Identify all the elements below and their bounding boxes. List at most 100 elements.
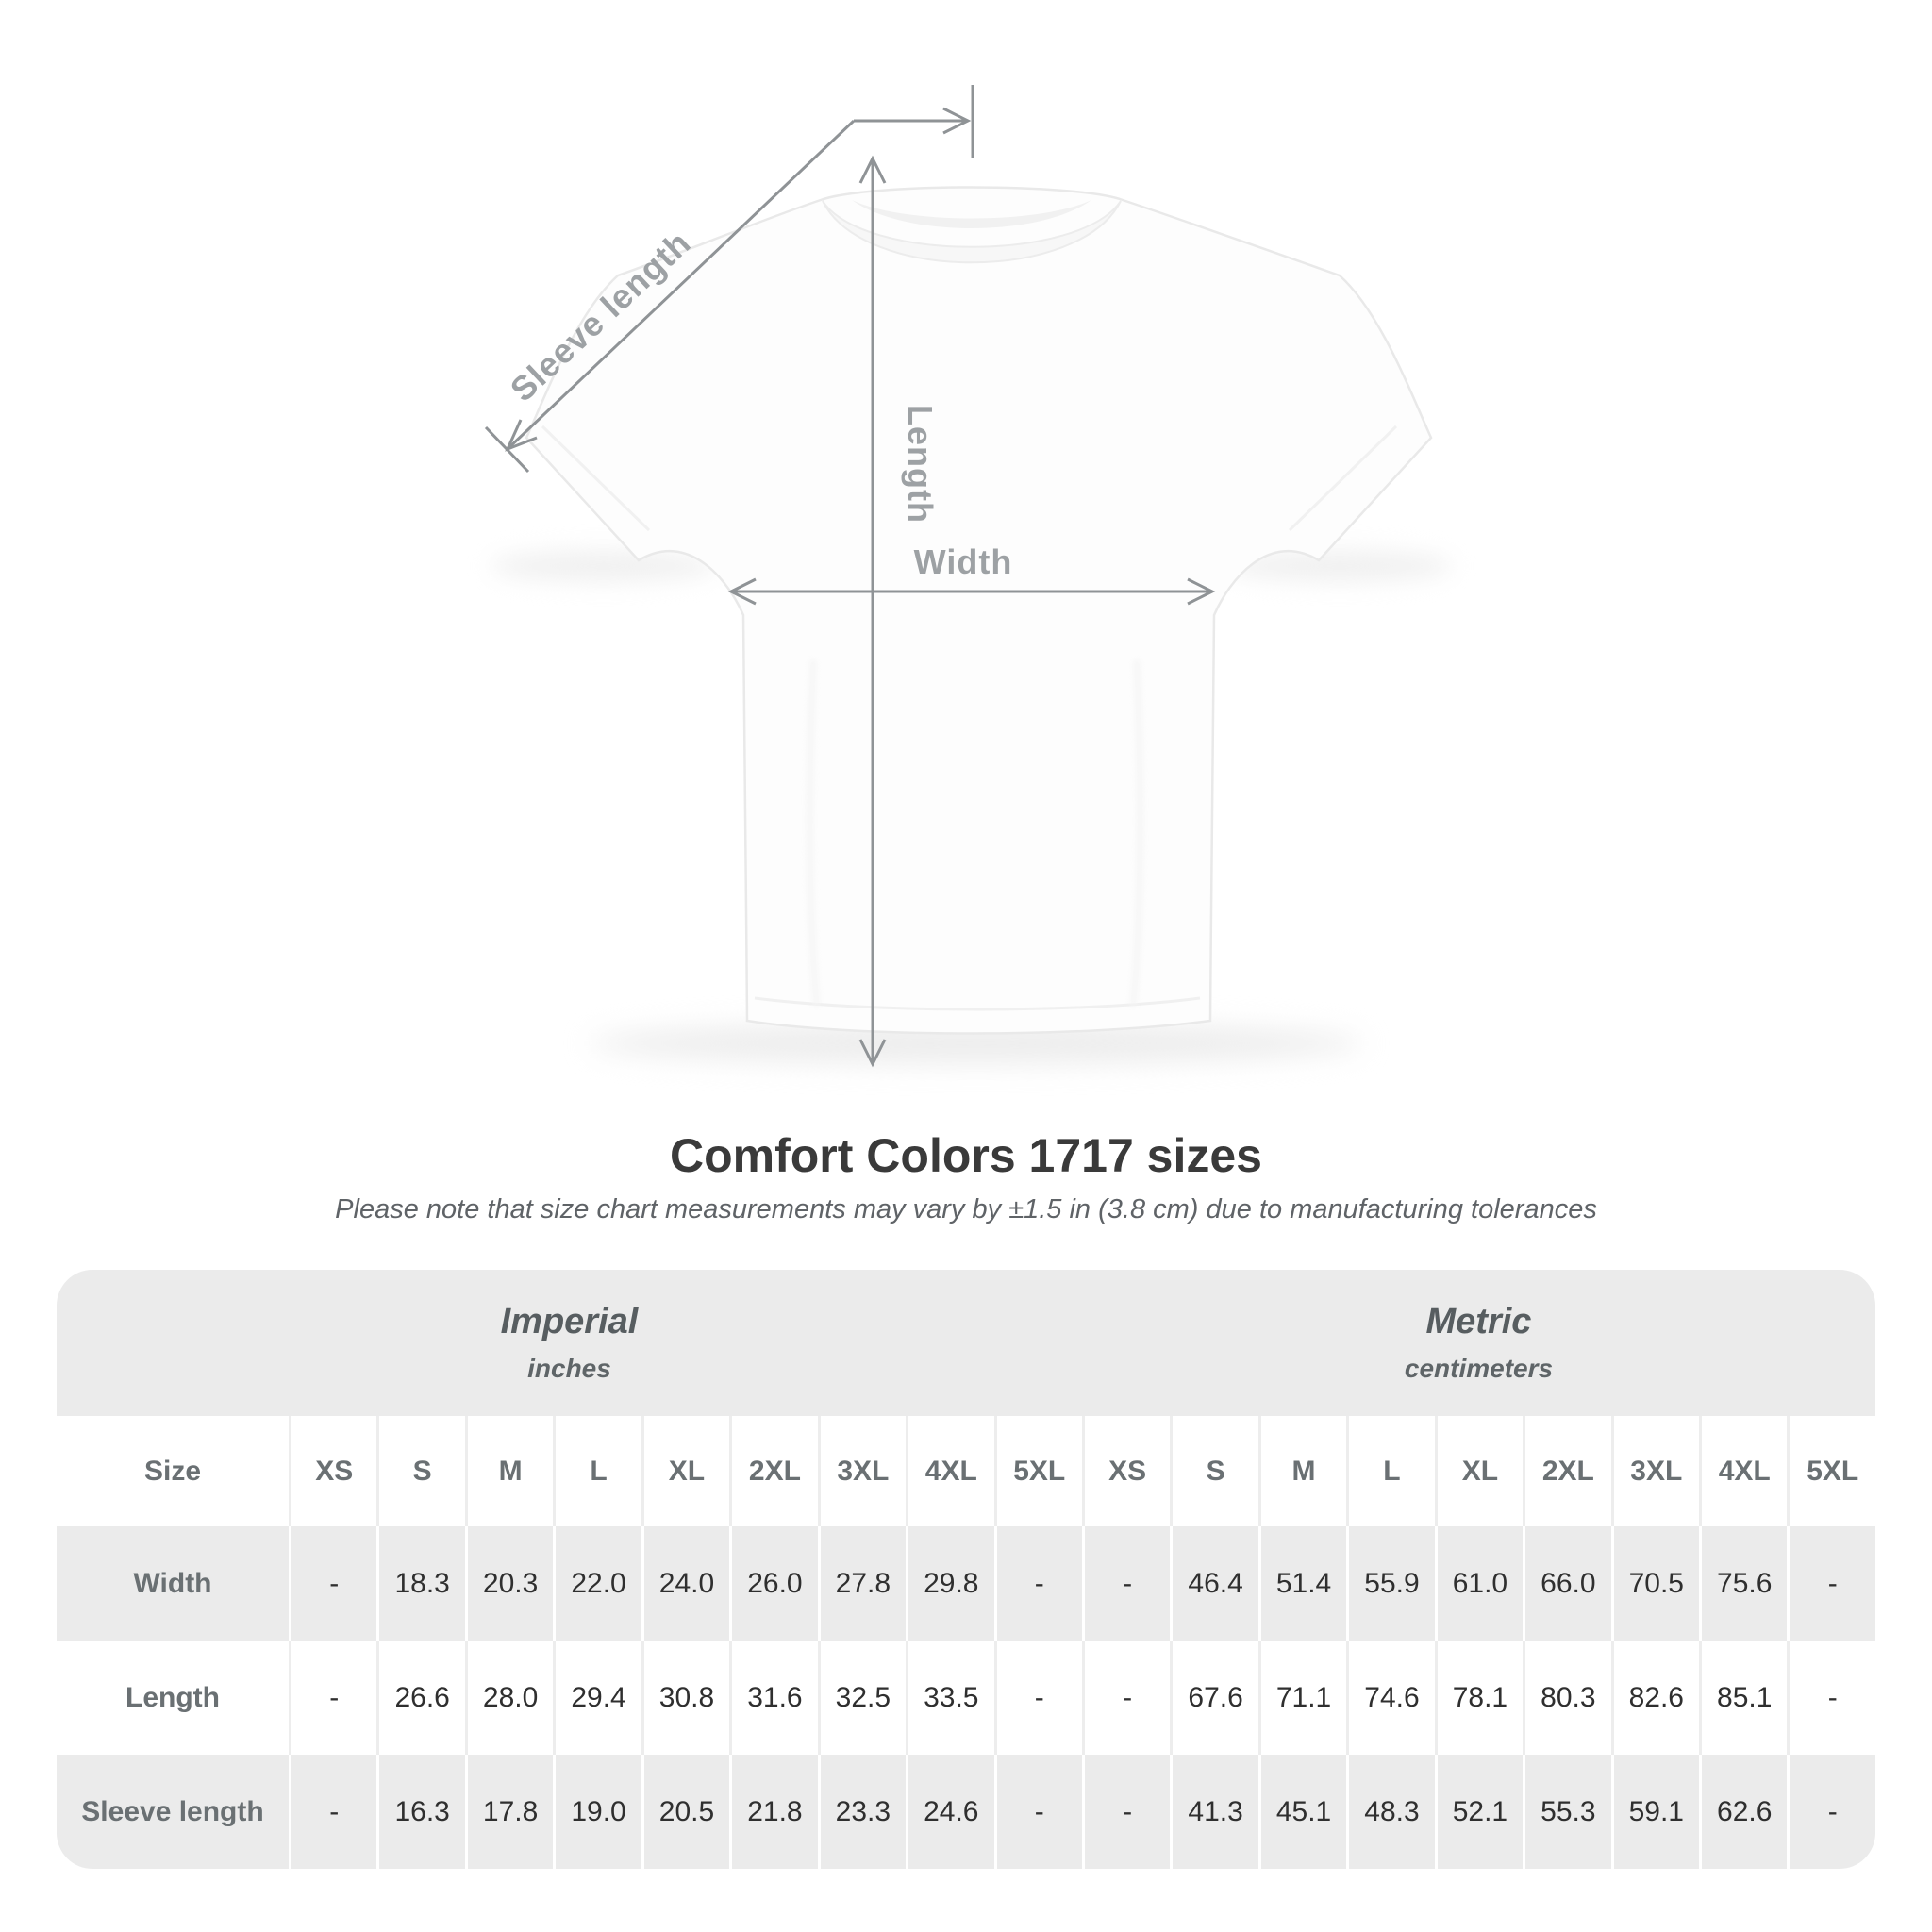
- value-cell: -: [1081, 1755, 1171, 1869]
- table-row: Sleeve length -16.3 17.8 19.0 20.5 21.8 23.3 24…: [57, 1755, 1875, 1869]
- value-cell: 78.1: [1434, 1641, 1524, 1755]
- size-header-cell: XL: [1434, 1416, 1524, 1526]
- value-cell: -: [993, 1526, 1082, 1641]
- value-cell: 45.1: [1257, 1755, 1347, 1869]
- table-row: Length -26.6 28.0 29.4 30.8 31.6 32.5 33.5- -67.…: [57, 1641, 1875, 1755]
- value-cell: 62.6: [1699, 1755, 1788, 1869]
- value-cell: 33.5: [906, 1641, 994, 1755]
- shirt-shadow: [590, 1023, 1363, 1064]
- size-header-cell: S: [1170, 1416, 1258, 1526]
- size-header-cell: S: [376, 1416, 465, 1526]
- unit-group-sublabel: inches: [527, 1354, 611, 1383]
- value-cell: 19.0: [553, 1755, 641, 1869]
- size-column-header: Size: [57, 1416, 289, 1526]
- unit-group-sublabel: centimeters: [1404, 1354, 1554, 1383]
- value-cell: -: [1787, 1755, 1875, 1869]
- value-cell: 21.8: [729, 1755, 818, 1869]
- size-header-cell: XS: [1081, 1416, 1171, 1526]
- value-cell: 67.6: [1170, 1641, 1258, 1755]
- value-cell: 24.0: [641, 1526, 730, 1641]
- width-label: Width: [914, 542, 1013, 581]
- value-cell: 20.3: [464, 1526, 554, 1641]
- value-cell: 61.0: [1434, 1526, 1524, 1641]
- tshirt-measurement-diagram: Sleeve length Length Width: [484, 85, 1453, 1068]
- value-cell: 66.0: [1523, 1526, 1611, 1641]
- size-table-container: Imperial inches Metric centimeters Size XS S M L…: [57, 1270, 1875, 1869]
- size-header-cell: L: [553, 1416, 641, 1526]
- value-cell: 26.6: [376, 1641, 465, 1755]
- value-cell: -: [289, 1641, 377, 1755]
- value-cell: 29.4: [553, 1641, 641, 1755]
- page-title: Comfort Colors 1717 sizes: [670, 1129, 1262, 1182]
- value-cell: 17.8: [464, 1755, 554, 1869]
- row-label: Sleeve length: [57, 1755, 289, 1869]
- value-cell: 55.9: [1346, 1526, 1435, 1641]
- value-cell: 28.0: [464, 1641, 554, 1755]
- value-cell: 41.3: [1170, 1755, 1258, 1869]
- size-header-cell: 4XL: [906, 1416, 994, 1526]
- size-header-cell: M: [464, 1416, 554, 1526]
- value-cell: -: [1081, 1641, 1171, 1755]
- value-cell: 59.1: [1610, 1755, 1699, 1869]
- value-cell: -: [1787, 1526, 1875, 1641]
- unit-group-header-metric: Metric centimeters: [1081, 1270, 1875, 1416]
- width-dimension-line: [727, 577, 1216, 606]
- value-cell: 22.0: [553, 1526, 641, 1641]
- size-header-cell: 4XL: [1699, 1416, 1788, 1526]
- value-cell: 18.3: [376, 1526, 465, 1641]
- size-header-cell: XL: [641, 1416, 730, 1526]
- value-cell: 31.6: [729, 1641, 818, 1755]
- table-row: Width -18.3 20.3 22.0 24.0 26.0 27.8 29.8- -46.4…: [57, 1526, 1875, 1641]
- value-cell: 75.6: [1699, 1526, 1788, 1641]
- sleeve-shadow-right: [1226, 551, 1453, 581]
- length-dimension-line: [858, 155, 887, 1068]
- length-label: Length: [901, 405, 940, 524]
- value-cell: -: [289, 1526, 377, 1641]
- unit-group-label: Metric: [1425, 1302, 1532, 1341]
- value-cell: 46.4: [1170, 1526, 1258, 1641]
- value-cell: 27.8: [817, 1526, 907, 1641]
- value-cell: 29.8: [906, 1526, 994, 1641]
- value-cell: 51.4: [1257, 1526, 1347, 1641]
- value-cell: 80.3: [1523, 1641, 1611, 1755]
- value-cell: -: [993, 1755, 1082, 1869]
- size-table: Imperial inches Metric centimeters Size XS S M L…: [57, 1270, 1875, 1869]
- value-cell: 52.1: [1434, 1755, 1524, 1869]
- size-header-cell: 3XL: [817, 1416, 907, 1526]
- tshirt-graphic: [525, 186, 1433, 1035]
- sleeve-length-dimension-line: [484, 85, 974, 474]
- value-cell: 16.3: [376, 1755, 465, 1869]
- value-cell: 85.1: [1699, 1641, 1788, 1755]
- size-header-cell: 3XL: [1610, 1416, 1699, 1526]
- sleeve-shadow-left: [491, 551, 717, 581]
- value-cell: 55.3: [1523, 1755, 1611, 1869]
- value-cell: 71.1: [1257, 1641, 1347, 1755]
- value-cell: 32.5: [817, 1641, 907, 1755]
- tolerance-note: Please note that size chart measurements…: [335, 1194, 1597, 1224]
- unit-group-header-imperial: Imperial inches: [57, 1270, 1082, 1416]
- value-cell: -: [1081, 1526, 1171, 1641]
- size-header-cell: 5XL: [1787, 1416, 1875, 1526]
- value-cell: -: [1787, 1641, 1875, 1755]
- value-cell: 24.6: [906, 1755, 994, 1869]
- value-cell: -: [289, 1755, 377, 1869]
- unit-group-label: Imperial: [500, 1302, 639, 1341]
- value-cell: -: [993, 1641, 1082, 1755]
- size-header-cell: 2XL: [1523, 1416, 1611, 1526]
- value-cell: 23.3: [817, 1755, 907, 1869]
- value-cell: 30.8: [641, 1641, 730, 1755]
- value-cell: 74.6: [1346, 1641, 1435, 1755]
- value-cell: 70.5: [1610, 1526, 1699, 1641]
- size-header-cell: L: [1346, 1416, 1435, 1526]
- value-cell: 48.3: [1346, 1755, 1435, 1869]
- value-cell: 20.5: [641, 1755, 730, 1869]
- value-cell: 82.6: [1610, 1641, 1699, 1755]
- size-header-cell: M: [1257, 1416, 1347, 1526]
- size-header-cell: 2XL: [729, 1416, 818, 1526]
- value-cell: 26.0: [729, 1526, 818, 1641]
- size-header-cell: XS: [289, 1416, 377, 1526]
- row-label: Length: [57, 1641, 289, 1755]
- size-header-cell: 5XL: [993, 1416, 1082, 1526]
- row-label: Width: [57, 1526, 289, 1641]
